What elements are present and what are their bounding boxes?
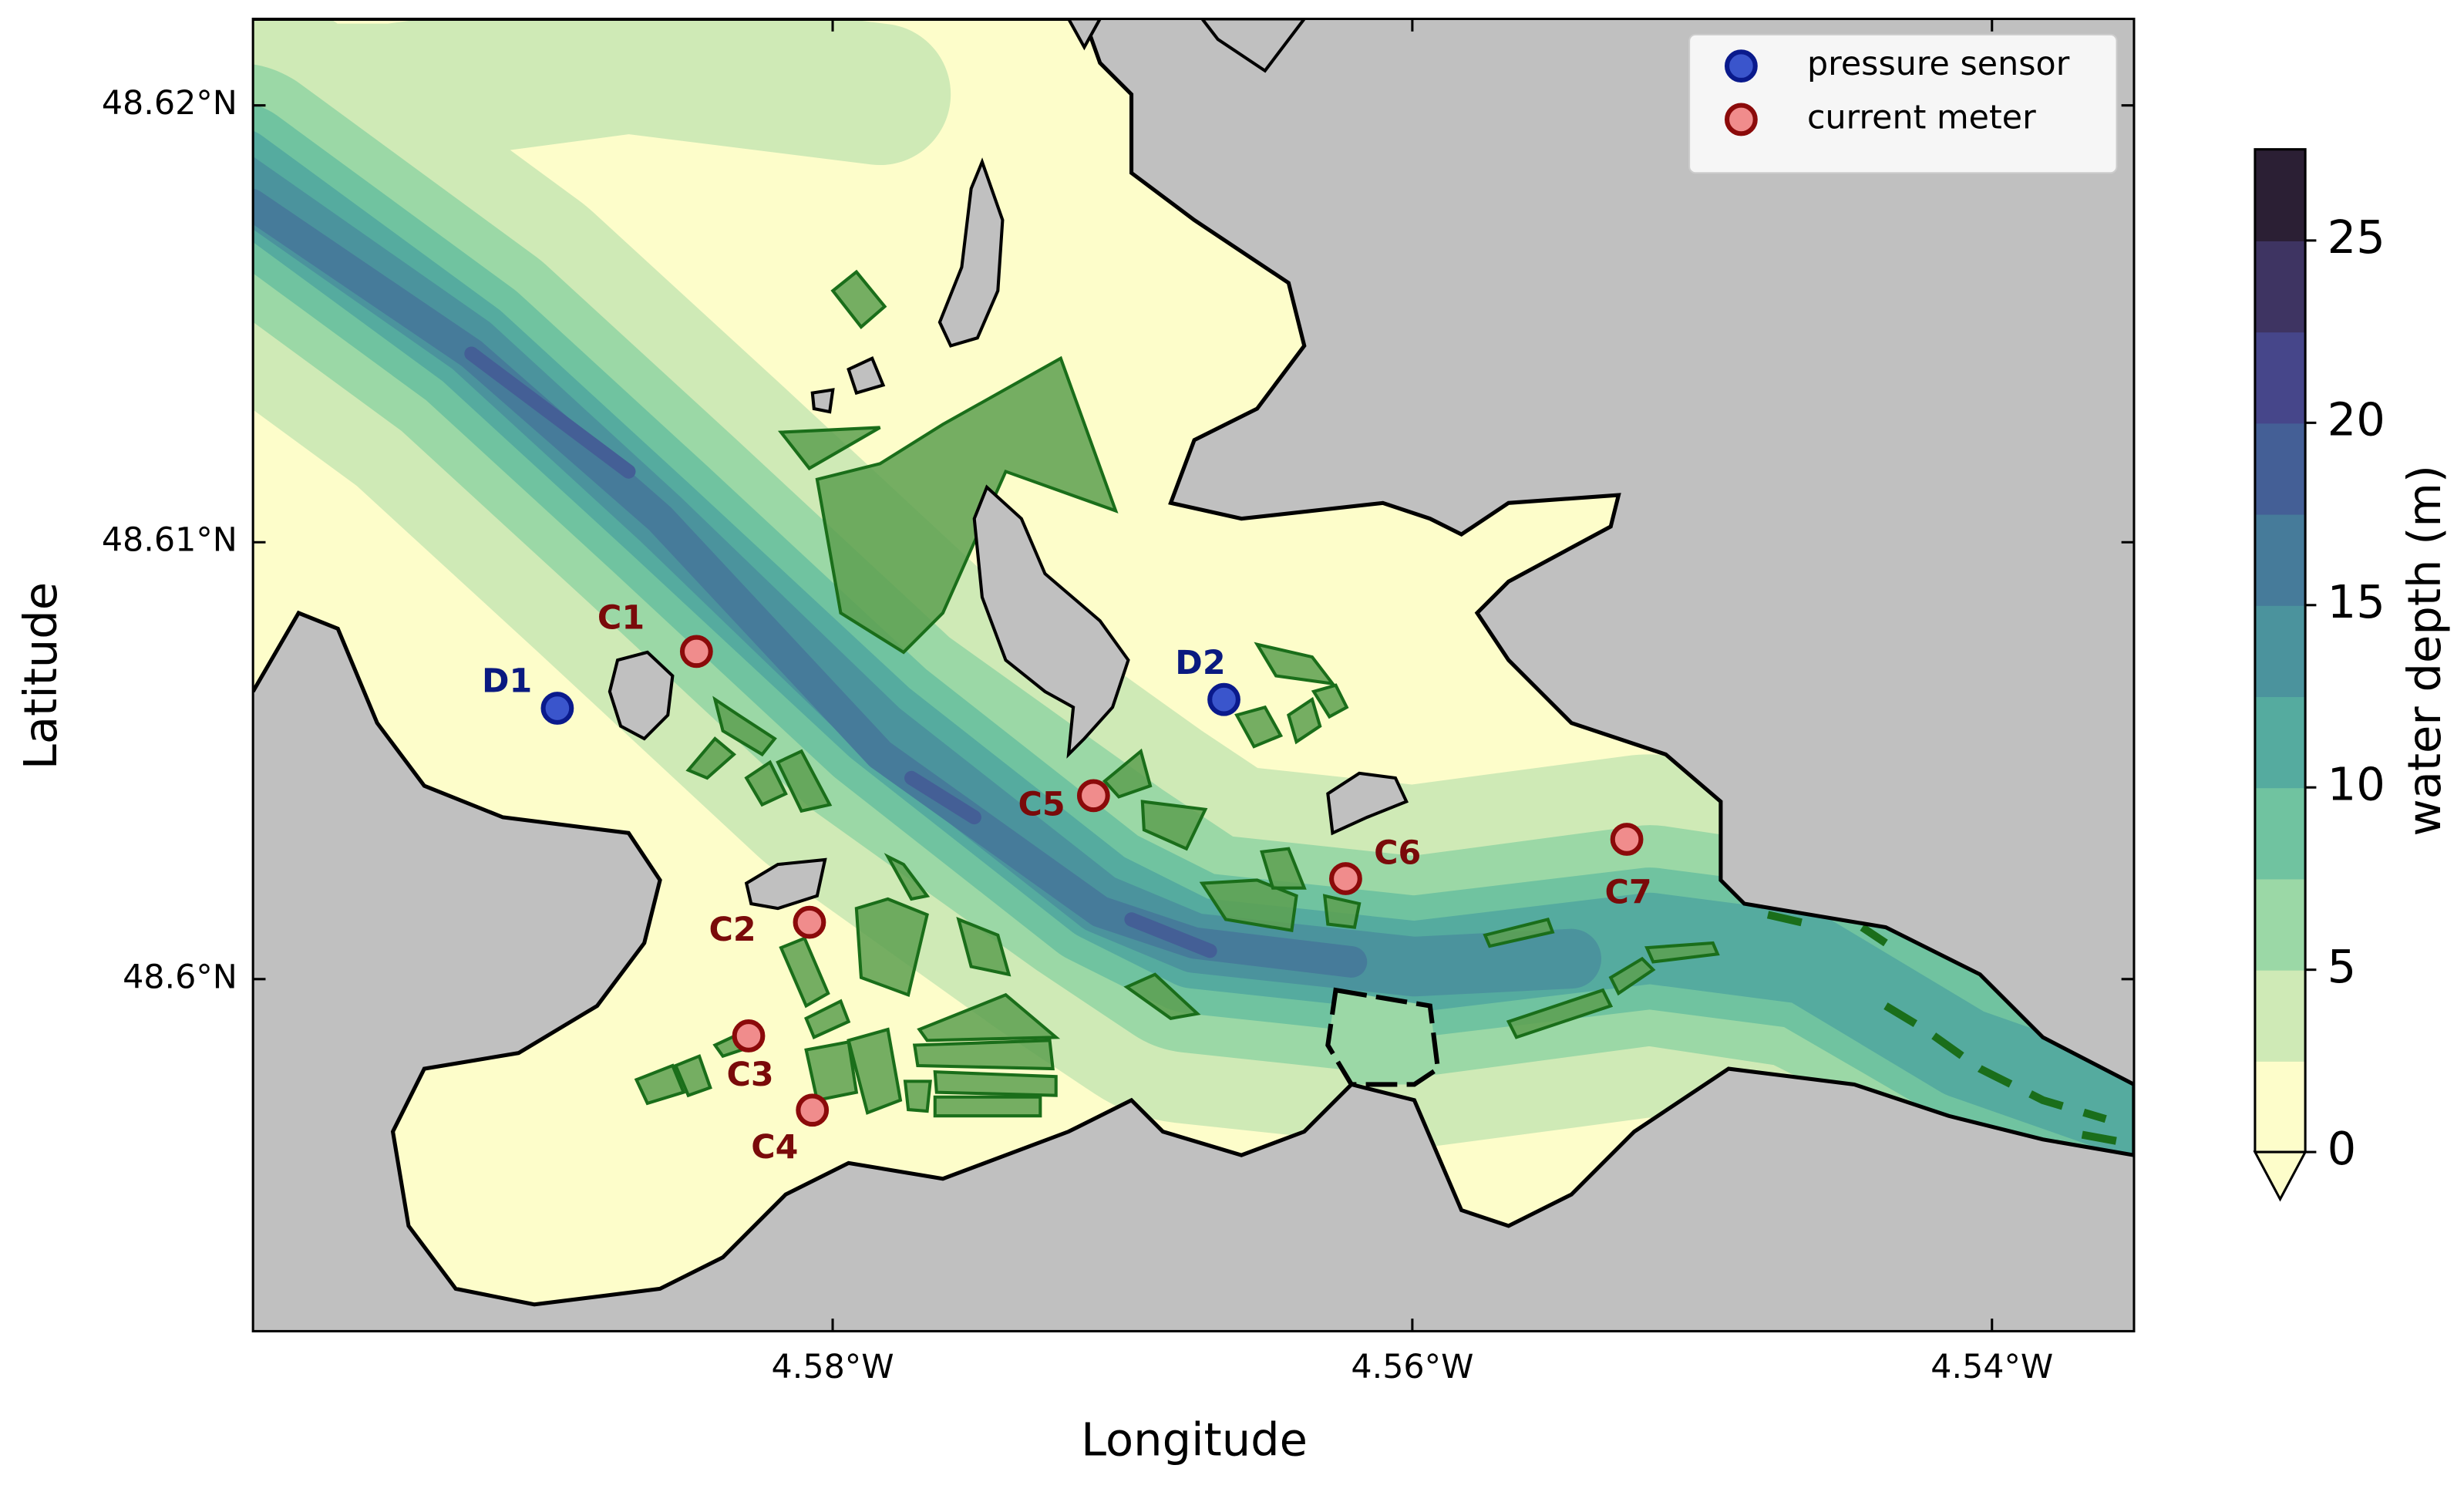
station-label: C1 (597, 599, 645, 638)
legend-marker (1724, 103, 1758, 136)
station-label: C5 (1018, 786, 1065, 824)
colorbar-extend (2253, 1150, 2307, 1202)
station-label: C3 (726, 1056, 773, 1094)
channel (253, 19, 2134, 1297)
colorbar-band (2254, 605, 2306, 698)
colorbar-label: water depth (m) (2398, 465, 2451, 837)
parcels (634, 269, 1720, 1118)
legend-label: pressure sensor (1807, 45, 2070, 83)
islands (608, 19, 1409, 911)
colorbar-frame (2254, 148, 2307, 1153)
colorbar-band (2254, 514, 2306, 606)
y-tick-label: 48.62°N (102, 84, 237, 123)
station-label: D1 (482, 662, 532, 700)
plot-frame (251, 17, 2136, 1332)
y-tick-label: 48.6°N (123, 958, 237, 996)
map (253, 19, 2134, 1332)
basin (1325, 987, 1441, 1087)
station-label: C4 (751, 1128, 798, 1167)
station-label: C6 (1374, 834, 1421, 872)
colorbar-tick-label: 5 (2328, 940, 2357, 993)
station-label: C2 (709, 911, 756, 949)
x-tick-label: 4.58°W (772, 1348, 894, 1386)
y-axis-label: Latitude (14, 582, 67, 770)
station-marker (540, 692, 574, 725)
colorbar-band (2254, 787, 2306, 880)
colorbar-tick-label: 10 (2328, 757, 2385, 810)
station-marker (679, 635, 713, 669)
colorbar-band (2254, 1060, 2306, 1154)
x-axis-label: Longitude (1081, 1413, 1308, 1466)
legend-label: current meter (1807, 98, 2036, 136)
station-marker (732, 1019, 766, 1052)
colorbar-band (2254, 969, 2306, 1062)
legend: pressure sensor current meter (1688, 33, 2118, 174)
legend-box (1688, 33, 2118, 174)
depth-band (464, 346, 1217, 958)
depth-band (253, 19, 951, 166)
colorbar-band (2254, 878, 2306, 971)
colorbar-band (2254, 240, 2306, 333)
station-marker (1076, 779, 1110, 813)
station-marker (1610, 823, 1644, 856)
station-marker (796, 1093, 830, 1127)
station-marker (1207, 682, 1240, 716)
coastline (253, 19, 2134, 1307)
station-marker (1329, 862, 1362, 895)
x-tick-label: 4.56°W (1351, 1348, 1473, 1386)
colorbar-band (2254, 332, 2306, 424)
parcel-lines (1766, 911, 2134, 1148)
x-tick-label: 4.54°W (1930, 1348, 2053, 1386)
colorbar-band (2254, 149, 2306, 241)
legend-marker (1724, 49, 1758, 83)
station-label: D2 (1175, 644, 1225, 682)
station-label: C7 (1605, 873, 1652, 911)
station-marker (793, 905, 826, 939)
colorbar-tick-label: 15 (2328, 575, 2385, 628)
colorbar-tick-label: 0 (2328, 1122, 2357, 1175)
y-tick-label: 48.61°N (102, 521, 237, 560)
colorbar-tick-label: 20 (2328, 392, 2385, 446)
colorbar-band (2254, 423, 2306, 515)
colorbar-tick-label: 25 (2328, 210, 2385, 264)
colorbar-band (2254, 695, 2306, 789)
